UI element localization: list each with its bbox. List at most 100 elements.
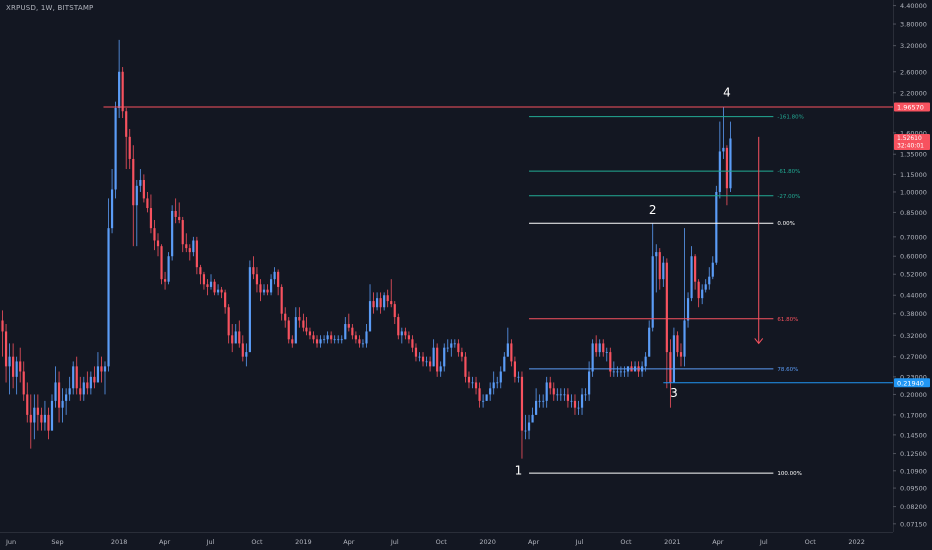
candle-body [61,400,64,408]
candle-body [185,244,188,249]
arrow-head [754,338,764,345]
candle-body [167,256,170,282]
candle-body [89,376,92,389]
candle-body [216,289,220,293]
y-tick-label: 0.70000 [900,233,927,241]
x-tick-label: Oct [805,538,817,546]
y-tick-label: 0.60000 [900,253,927,261]
y-tick-label: 0.17000 [900,411,927,419]
y-tick-label: 0.10900 [900,467,927,475]
candle-body [284,313,287,321]
candle-body [75,366,78,389]
candle-body [241,343,244,357]
candle-body [305,327,308,332]
candle-body [128,136,131,159]
candle-body [439,366,442,372]
fib-level-label: -161.80% [777,115,803,121]
candle-body [12,356,15,377]
candle-body [245,352,248,357]
candle-body [436,347,439,372]
candle-body [121,71,124,112]
candle-body [598,343,601,353]
candle-body [269,279,273,293]
candle-body [248,267,251,353]
y-tick-label: 2.60000 [900,68,927,76]
x-tick-label: Jun [5,538,16,546]
candle-body [163,279,167,282]
candle-body [259,284,262,293]
candle-body [513,361,516,377]
x-tick-label: Apr [528,538,540,546]
candle-body [333,339,336,341]
candle-body [542,400,545,402]
candle-body [404,331,407,336]
candle-body [690,256,693,299]
candle-body [330,335,333,340]
candle-body [43,414,47,423]
candle-body [234,331,237,344]
fib-level-label: 100.00% [777,471,801,477]
candle-body [658,252,661,280]
symbol-title: XRPUSD, 1W, BITSTAMP [6,4,94,12]
candle-body [425,361,428,363]
candle-body [651,256,654,328]
candle-body [421,356,425,362]
candle-body [142,179,145,199]
x-tick-label: Apr [343,538,355,546]
candle-body [672,335,676,383]
candle-body [125,111,128,137]
candle-body [662,262,665,280]
candle-body [308,331,312,336]
candle-body [485,394,488,401]
candle-body [655,252,658,257]
candle-body [623,371,626,373]
candle-body [26,394,29,415]
candle-body [365,331,368,344]
candle-body [418,356,421,358]
candle-body [160,246,163,280]
candle-body [559,394,562,396]
candle-body [443,347,446,367]
candle-body [358,339,361,344]
candle-body [397,317,400,336]
price-tag-label: 1.96570 [897,103,924,111]
candle-body [386,295,389,302]
fib-level-label: -61.80% [777,169,800,175]
candle-body [686,298,690,321]
candle-body [489,388,492,395]
candle-body [213,281,216,293]
candle-body [517,376,520,378]
candle-body [450,343,453,348]
candle-body [312,335,315,340]
candle-body [563,394,566,396]
candle-body [280,286,283,314]
wave-label: 2 [649,203,657,217]
y-tick-label: 1.00000 [900,188,927,196]
candle-body [22,371,25,395]
y-tick-label: 0.85000 [900,209,927,217]
candle-body [86,382,89,389]
y-tick-label: 0.52000 [900,271,927,279]
candle-body [326,335,329,340]
y-tick-label: 1.15000 [900,171,927,179]
candle-body [503,356,506,372]
candle-body [679,352,683,357]
candle-body [96,366,100,383]
candle-body [584,394,587,396]
y-tick-label: 1.35000 [900,151,927,159]
candle-body [266,289,269,293]
y-tick-label: 0.20000 [900,391,927,399]
candle-body [174,210,177,217]
x-tick-label: Oct [436,538,448,546]
candle-body [527,422,531,431]
x-tick-label: Apr [712,538,724,546]
candle-body [15,361,18,377]
fib-level-label: -27.00% [777,194,800,200]
candle-body [361,343,365,345]
candle-body [453,343,456,345]
fib-level-label: 61.80% [777,317,798,323]
candle-body [383,295,386,308]
candle-body [718,151,721,192]
candle-body [72,366,75,389]
